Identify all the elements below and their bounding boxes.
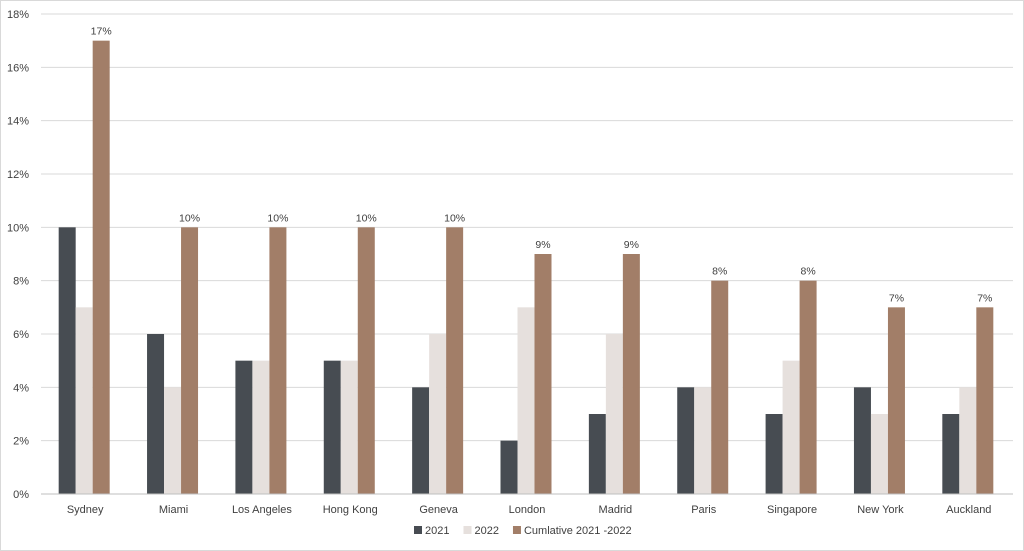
- y-tick-label-18: 18%: [7, 9, 29, 21]
- data-label-hong-kong: 10%: [356, 212, 377, 224]
- data-label-sydney: 17%: [91, 26, 112, 38]
- bar-los-angeles-cumlative-2021-2022: [269, 227, 287, 495]
- bar-sydney-2021: [58, 227, 76, 495]
- bar-singapore-2021: [765, 414, 783, 494]
- category-label-paris: Paris: [691, 504, 717, 516]
- category-label-hong-kong: Hong Kong: [323, 504, 378, 516]
- bar-los-angeles-2021: [235, 360, 253, 494]
- bar-london-cumlative-2021-2022: [534, 254, 552, 494]
- legend-swatch-2022: [463, 526, 472, 534]
- bar-london-2021: [500, 440, 518, 494]
- legend-label-2021: 2021: [425, 525, 449, 537]
- category-label-los-angeles: Los Angeles: [232, 504, 292, 516]
- y-tick-label-2: 2%: [13, 436, 29, 448]
- y-tick-label-6: 6%: [13, 329, 29, 341]
- legend-label-2022: 2022: [474, 525, 498, 537]
- bar-geneva-2021: [412, 387, 430, 494]
- bar-auckland-2021: [942, 414, 960, 494]
- bar-singapore-cumlative-2021-2022: [799, 280, 817, 494]
- legend-swatch-cumlative-2021-2022: [512, 526, 521, 534]
- category-label-auckland: Auckland: [946, 504, 991, 516]
- bars: [58, 40, 994, 495]
- gridlines: [41, 13, 1013, 442]
- category-label-geneva: Geneva: [419, 504, 458, 516]
- category-label-miami: Miami: [159, 504, 188, 516]
- bar-paris-2021: [677, 387, 695, 494]
- bar-geneva-2022: [429, 334, 447, 494]
- bar-hong-kong-2022: [340, 360, 358, 494]
- bar-auckland-2022: [959, 387, 977, 494]
- category-label-madrid: Madrid: [599, 504, 633, 516]
- y-tick-label-16: 16%: [7, 62, 29, 74]
- bar-paris-2022: [694, 387, 712, 494]
- category-label-new-york: New York: [857, 504, 904, 516]
- data-label-singapore: 8%: [800, 266, 815, 278]
- data-label-paris: 8%: [712, 266, 727, 278]
- data-label-new-york: 7%: [889, 292, 904, 304]
- bar-miami-2022: [164, 387, 182, 494]
- data-label-madrid: 9%: [624, 239, 639, 251]
- bar-new-york-2021: [853, 387, 871, 494]
- data-label-geneva: 10%: [444, 212, 465, 224]
- bar-madrid-2022: [605, 334, 623, 494]
- y-tick-label-12: 12%: [7, 169, 29, 181]
- bar-new-york-2022: [870, 414, 888, 494]
- category-label-singapore: Singapore: [767, 504, 817, 516]
- bar-madrid-2021: [588, 414, 606, 494]
- bar-madrid-cumlative-2021-2022: [622, 254, 640, 494]
- x-axis-category-labels: Sydney Miami Los Angeles Hong Kong Geneva Lon…: [67, 504, 992, 516]
- data-label-london: 9%: [535, 239, 550, 251]
- legend-swatch-2021: [414, 526, 422, 534]
- bar-hong-kong-2021: [323, 360, 341, 494]
- bar-hong-kong-cumlative-2021-2022: [357, 227, 375, 495]
- bar-miami-2021: [147, 334, 165, 494]
- data-labels: 17% 10% 10% 10% 10% 9% 9% 8% 8% 7% 7%: [91, 26, 993, 305]
- y-tick-label-0: 0%: [13, 489, 29, 501]
- bar-singapore-2022: [782, 360, 800, 494]
- data-label-auckland: 7%: [977, 292, 992, 304]
- y-axis-tick-labels: 0% 2% 4% 6% 8% 10% 12% 14% 16% 18%: [7, 9, 29, 501]
- y-tick-label-10: 10%: [7, 222, 29, 234]
- bar-auckland-cumlative-2021-2022: [976, 307, 994, 494]
- bar-miami-cumlative-2021-2022: [181, 227, 199, 495]
- bar-london-2022: [517, 307, 535, 494]
- y-tick-label-4: 4%: [13, 382, 29, 394]
- data-label-miami: 10%: [179, 212, 200, 224]
- bar-paris-cumlative-2021-2022: [711, 280, 729, 494]
- bar-geneva-cumlative-2021-2022: [446, 227, 464, 495]
- bar-new-york-cumlative-2021-2022: [887, 307, 905, 494]
- category-label-sydney: Sydney: [67, 504, 104, 516]
- y-tick-label-8: 8%: [13, 276, 29, 288]
- data-label-los-angeles: 10%: [267, 212, 288, 224]
- legend-label-cumlative-2021-2022: Cumlative 2021 -2022: [524, 525, 632, 537]
- legend: 2021 2022 Cumlative 2021 -2022: [414, 525, 632, 537]
- bar-los-angeles-2022: [252, 360, 270, 494]
- y-tick-label-14: 14%: [7, 116, 29, 128]
- bar-sydney-2022: [75, 307, 93, 494]
- bar-sydney-cumlative-2021-2022: [92, 40, 110, 495]
- category-label-london: London: [509, 504, 546, 516]
